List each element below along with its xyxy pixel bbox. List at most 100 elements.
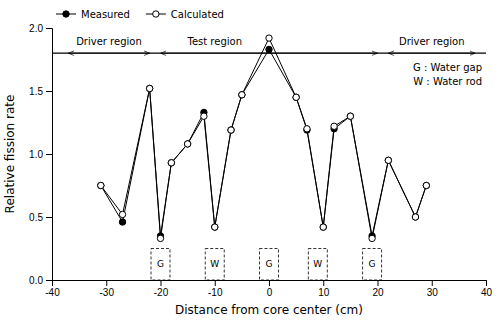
- box-label: G: [266, 259, 273, 269]
- point: [320, 224, 326, 230]
- tick-label: 0: [267, 287, 273, 298]
- region-label: Driver region: [399, 36, 465, 47]
- tick-mark: [215, 280, 216, 286]
- point: [228, 127, 234, 133]
- point: [266, 46, 272, 52]
- axis-line: [53, 281, 487, 287]
- point: [423, 182, 429, 188]
- point: [385, 157, 391, 163]
- point: [320, 224, 326, 230]
- point: [266, 35, 272, 41]
- note: G : Water gap: [413, 62, 482, 73]
- point: [412, 214, 418, 220]
- region-label: Test region: [187, 36, 243, 47]
- tick-mark: [161, 280, 162, 286]
- region-arrow: [388, 53, 475, 54]
- point: [347, 113, 353, 119]
- legend-label: Calculated: [171, 9, 224, 20]
- point: [331, 123, 337, 129]
- box-label: W: [313, 259, 322, 269]
- point: [157, 235, 163, 241]
- box-label: G: [369, 259, 376, 269]
- legend: Measured Calculated: [56, 9, 224, 20]
- point: [184, 141, 190, 147]
- tick-mark: [46, 91, 52, 92]
- box-label: W: [210, 259, 219, 269]
- box: [151, 249, 170, 281]
- tick-label: 40: [481, 287, 493, 298]
- tick: -10: [208, 280, 223, 298]
- point: [168, 160, 174, 166]
- legend-marker: [153, 11, 159, 17]
- point: [369, 235, 375, 241]
- y-axis: 0.0 0.5 1.0 1.5 2.0: [29, 23, 52, 286]
- tick: 2.0: [29, 23, 52, 34]
- tick-mark: [269, 280, 270, 286]
- box: [205, 249, 224, 281]
- tick: -20: [154, 280, 169, 298]
- x-axis: -40 -30 -20 -10 0 10 20 30 40: [45, 280, 492, 298]
- tick-mark: [46, 217, 52, 218]
- point: [98, 182, 104, 188]
- tick: 0: [267, 280, 273, 298]
- tick: 0.0: [29, 275, 52, 286]
- point: [98, 182, 104, 188]
- point: [385, 157, 391, 163]
- tick: 1.0: [29, 149, 52, 160]
- series-points: [98, 46, 430, 239]
- tick-mark: [106, 280, 107, 286]
- point: [146, 85, 152, 91]
- tick: 30: [427, 280, 439, 298]
- annotations: G W G W G Driver region Test region Driver regi…: [76, 36, 482, 269]
- point: [212, 224, 218, 230]
- point: [184, 141, 190, 147]
- point: [347, 113, 353, 119]
- chart: -40 -30 -20 -10 0 10 20 30 40 0.0 0.5 1.0 1.5 2.0 Dist…: [0, 0, 500, 320]
- tick-mark: [46, 154, 52, 155]
- tick-label: 20: [372, 287, 384, 298]
- point: [168, 160, 174, 166]
- series-line: [101, 38, 427, 238]
- point: [304, 126, 310, 132]
- tick-label: 2.0: [29, 23, 43, 34]
- tick-mark: [486, 280, 487, 286]
- legend-marker: [63, 11, 69, 17]
- tick-label: 0.5: [29, 212, 43, 223]
- tick-mark: [46, 28, 52, 29]
- y-axis-title: Relative fission rate: [3, 95, 17, 214]
- tick-label: 1.5: [29, 86, 43, 97]
- axis-line: [46, 29, 53, 281]
- tick-label: -40: [45, 287, 60, 298]
- tick-label: 10: [318, 287, 330, 298]
- point: [423, 182, 429, 188]
- tick: 1.5: [29, 86, 52, 97]
- tick-label: -10: [208, 287, 223, 298]
- box: [260, 249, 279, 281]
- point: [201, 113, 207, 119]
- note: W : Water rod: [413, 76, 482, 87]
- tick-label: -30: [100, 287, 115, 298]
- point: [212, 224, 218, 230]
- point: [293, 94, 299, 100]
- x-axis-title: Distance from core center (cm): [175, 303, 363, 317]
- point: [228, 127, 234, 133]
- tick-mark: [378, 280, 379, 286]
- tick: 20: [372, 280, 384, 298]
- tick-label: 0.0: [29, 275, 43, 286]
- box: [308, 249, 327, 281]
- tick-label: 1.0: [29, 149, 43, 160]
- tick: -30: [100, 280, 115, 298]
- box-label: G: [157, 259, 164, 269]
- series-line: [101, 49, 427, 235]
- tick-mark: [46, 280, 52, 281]
- point: [119, 219, 125, 225]
- region-label: Driver region: [76, 36, 142, 47]
- legend-item: Calculated: [146, 9, 224, 20]
- legend-label: Measured: [81, 9, 130, 20]
- series-points: [98, 35, 430, 242]
- tick-label: -20: [154, 287, 169, 298]
- box: [363, 249, 382, 281]
- point: [239, 92, 245, 98]
- tick: 40: [481, 280, 493, 298]
- point: [293, 94, 299, 100]
